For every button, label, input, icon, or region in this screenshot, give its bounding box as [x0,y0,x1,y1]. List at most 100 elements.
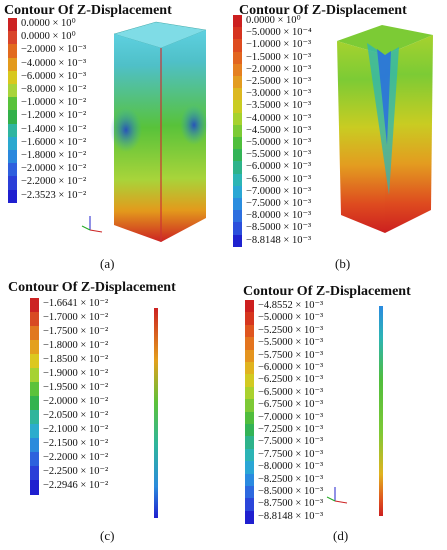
legend-label: −5.0000 × 10⁻³ [246,137,312,148]
legend-label: 0.0000 × 10⁰ [21,18,76,29]
model-right-face [385,35,433,233]
legend-label: −3.0000 × 10⁻³ [246,88,312,100]
legend-swatch [245,399,254,413]
legend-swatch [8,136,17,151]
panel-d-title: Contour Of Z-Displacement [243,284,411,299]
legend-label: −5.0000 × 10⁻³ [258,312,324,324]
legend-label: −7.5000 × 10⁻³ [258,436,324,448]
legend-swatch [245,461,254,475]
legend-label: −1.9000 × 10⁻² [43,368,109,379]
legend-label: −2.3523 × 10⁻² [21,189,87,201]
legend-swatch [245,510,254,524]
legend-label: −1.2000 × 10⁻² [21,110,87,122]
model-left-face [337,41,385,233]
legend-label: −8.2500 × 10⁻³ [258,473,324,485]
legend-swatch [233,124,242,138]
panel-d-model [379,306,383,516]
panel-c-title: Contour Of Z-Displacement [8,280,176,295]
legend-swatch [233,161,242,175]
legend-swatch [245,312,254,326]
legend-swatch [30,340,39,355]
legend-label: −1.0000 × 10⁻² [21,97,87,109]
legend-swatch [233,149,242,162]
legend-swatch [245,424,254,437]
legend-label: 0.0000 × 10⁰ [21,31,76,43]
legend-label: −1.8500 × 10⁻² [43,354,109,365]
legend-swatch [245,498,254,512]
legend-swatch [245,448,254,462]
legend-swatch [245,486,254,499]
panel-d-axis-triad [326,487,348,504]
legend-swatch [30,298,39,313]
legend-label: −2.2500 × 10⁻² [43,466,109,477]
legend-swatch [30,326,39,341]
legend-label: −6.0000 × 10⁻³ [21,70,87,82]
legend-label: −5.7500 × 10⁻³ [258,349,324,361]
legend-swatch [233,234,242,248]
legend-swatch [233,39,242,53]
panel-b-title: Contour Of Z-Displacement [239,3,407,18]
legend-label: −6.7500 × 10⁻³ [258,399,324,411]
panel-c-caption: (c) [100,528,115,543]
legend-swatch [233,15,242,28]
panel-b-caption: (b) [335,256,351,271]
legend-swatch [233,112,242,126]
legend-label: −1.8000 × 10⁻² [43,340,109,351]
panel-d: Contour Of Z-Displacement −4.8552 × 10⁻³… [225,278,447,550]
legend-label: −8.5000 × 10⁻³ [246,222,312,234]
legend-label: −1.6000 × 10⁻² [21,136,87,148]
legend-label: −2.1500 × 10⁻² [43,438,109,449]
legend-label: −7.5000 × 10⁻³ [246,198,312,209]
legend-swatch [233,27,242,40]
panel-b: Contour Of Z-Displacement 0.0000 × 10⁰ −5… [225,0,447,275]
legend-swatch [245,386,254,400]
legend-swatch [8,57,17,72]
legend-swatch [30,382,39,397]
legend-swatch [233,222,242,236]
legend-swatch [233,173,242,187]
legend-label: −7.7500 × 10⁻³ [258,448,324,460]
legend-label: −8.7500 × 10⁻³ [258,498,324,510]
legend-label: −5.2500 × 10⁻³ [258,324,324,336]
panel-a-title: Contour Of Z-Displacement [4,3,172,18]
panel-c: Contour Of Z-Displacement −1.6641 × 10⁻²… [0,278,220,550]
legend-swatch [233,63,242,77]
legend-swatch [30,480,39,495]
legend-swatch [245,324,254,338]
legend-label: −6.5000 × 10⁻³ [246,173,312,185]
legend-label: −8.0000 × 10⁻³ [246,210,312,222]
legend-label: −1.5000 × 10⁻³ [246,51,312,63]
legend-label: −5.5000 × 10⁻³ [258,337,324,349]
legend-label: −2.0000 × 10⁻² [43,396,109,407]
legend-swatch [30,466,39,481]
panel-a-caption: (a) [100,256,115,271]
legend-swatch [233,185,242,199]
legend-swatch [8,97,17,111]
legend-label: −2.0500 × 10⁻² [43,410,109,421]
legend-label: −2.5000 × 10⁻³ [246,76,312,87]
legend-swatch [30,410,39,425]
legend-label: −2.1000 × 10⁻² [43,424,109,435]
legend-label: −1.7000 × 10⁻² [43,312,109,323]
legend-label: −2.0000 × 10⁻² [21,163,87,175]
legend-label: −8.0000 × 10⁻² [21,84,87,95]
legend-label: −1.6641 × 10⁻² [43,298,109,309]
legend-swatch [8,163,17,177]
legend-swatch [8,84,17,98]
legend-label: −4.8552 × 10⁻³ [258,300,324,311]
panel-a-model [110,21,208,242]
legend-swatch [233,137,242,150]
legend-label: −6.2500 × 10⁻³ [258,374,324,386]
legend-swatch [8,70,17,85]
legend-label: −1.0000 × 10⁻³ [246,39,312,51]
legend-label: 0.0000 × 10⁰ [246,15,301,26]
legend-label: −8.0000 × 10⁻³ [258,461,324,473]
legend-label: −8.8148 × 10⁻³ [258,510,324,522]
legend-label: −1.8000 × 10⁻² [21,150,87,161]
legend-swatch [30,396,39,411]
legend-label: −3.5000 × 10⁻³ [246,100,312,112]
legend-swatch [30,438,39,453]
legend-swatch [8,123,17,138]
legend-swatch [30,312,39,327]
legend-swatch [30,452,39,467]
